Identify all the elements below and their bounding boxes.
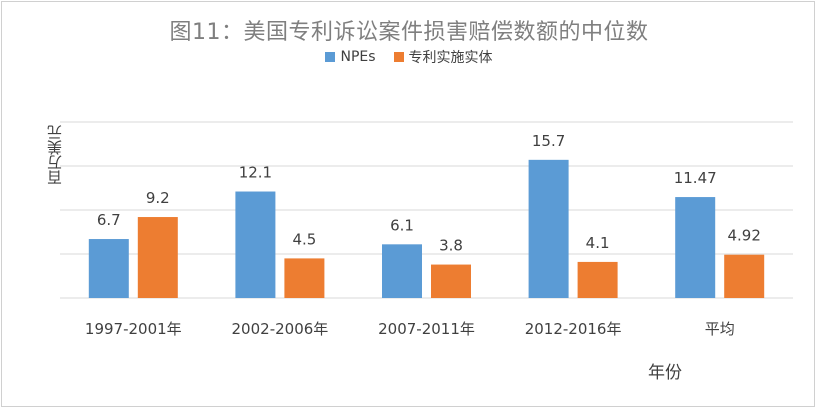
data-label-practicing-entities-2: 3.8 (439, 237, 463, 255)
bar-npes-1 (235, 191, 276, 298)
legend-item-npes: NPEs (325, 47, 376, 67)
data-label-practicing-entities-1: 4.5 (292, 230, 316, 248)
legend: NPEs 专利实施实体 (0, 47, 818, 67)
x-tick-label: 平均 (705, 320, 735, 338)
legend-label-npes: NPEs (340, 49, 376, 65)
data-label-npes-2: 6.1 (390, 216, 414, 234)
x-tick-label: 1997-2001年 (85, 320, 182, 338)
bar-npes-4 (675, 197, 716, 298)
x-axis-label: 年份 (648, 363, 682, 383)
bar-practicing-entities-4 (724, 254, 765, 298)
legend-label-practicing-entities: 专利实施实体 (408, 50, 493, 66)
bar-npes-3 (528, 159, 569, 298)
chart-title: 图11：美国专利诉讼案件损害赔偿数额的中位数 (169, 20, 649, 45)
x-tick-label: 2002-2006年 (232, 320, 329, 338)
bar-npes-0 (88, 239, 129, 298)
data-label-practicing-entities-3: 4.1 (586, 234, 610, 252)
bar-npes-2 (382, 244, 422, 298)
data-label-npes-1: 12.1 (239, 164, 272, 182)
legend-item-practicing-entities: 专利实施实体 (393, 47, 493, 67)
data-label-practicing-entities-4: 4.92 (727, 227, 760, 245)
data-label-npes-3: 15.7 (532, 132, 565, 150)
data-label-practicing-entities-0: 9.2 (146, 189, 170, 207)
data-label-npes-0: 6.7 (97, 211, 121, 229)
bar-practicing-entities-2 (431, 264, 471, 298)
bar-practicing-entities-0 (137, 217, 178, 298)
bar-practicing-entities-3 (577, 261, 618, 298)
data-label-npes-4: 11.47 (674, 169, 717, 187)
x-tick-label: 2007-2011年 (378, 320, 475, 338)
bar-practicing-entities-1 (284, 258, 325, 298)
legend-swatch-practicing-entities (393, 52, 404, 62)
x-tick-label: 2012-2016年 (525, 320, 622, 338)
legend-swatch-npes (325, 52, 336, 62)
